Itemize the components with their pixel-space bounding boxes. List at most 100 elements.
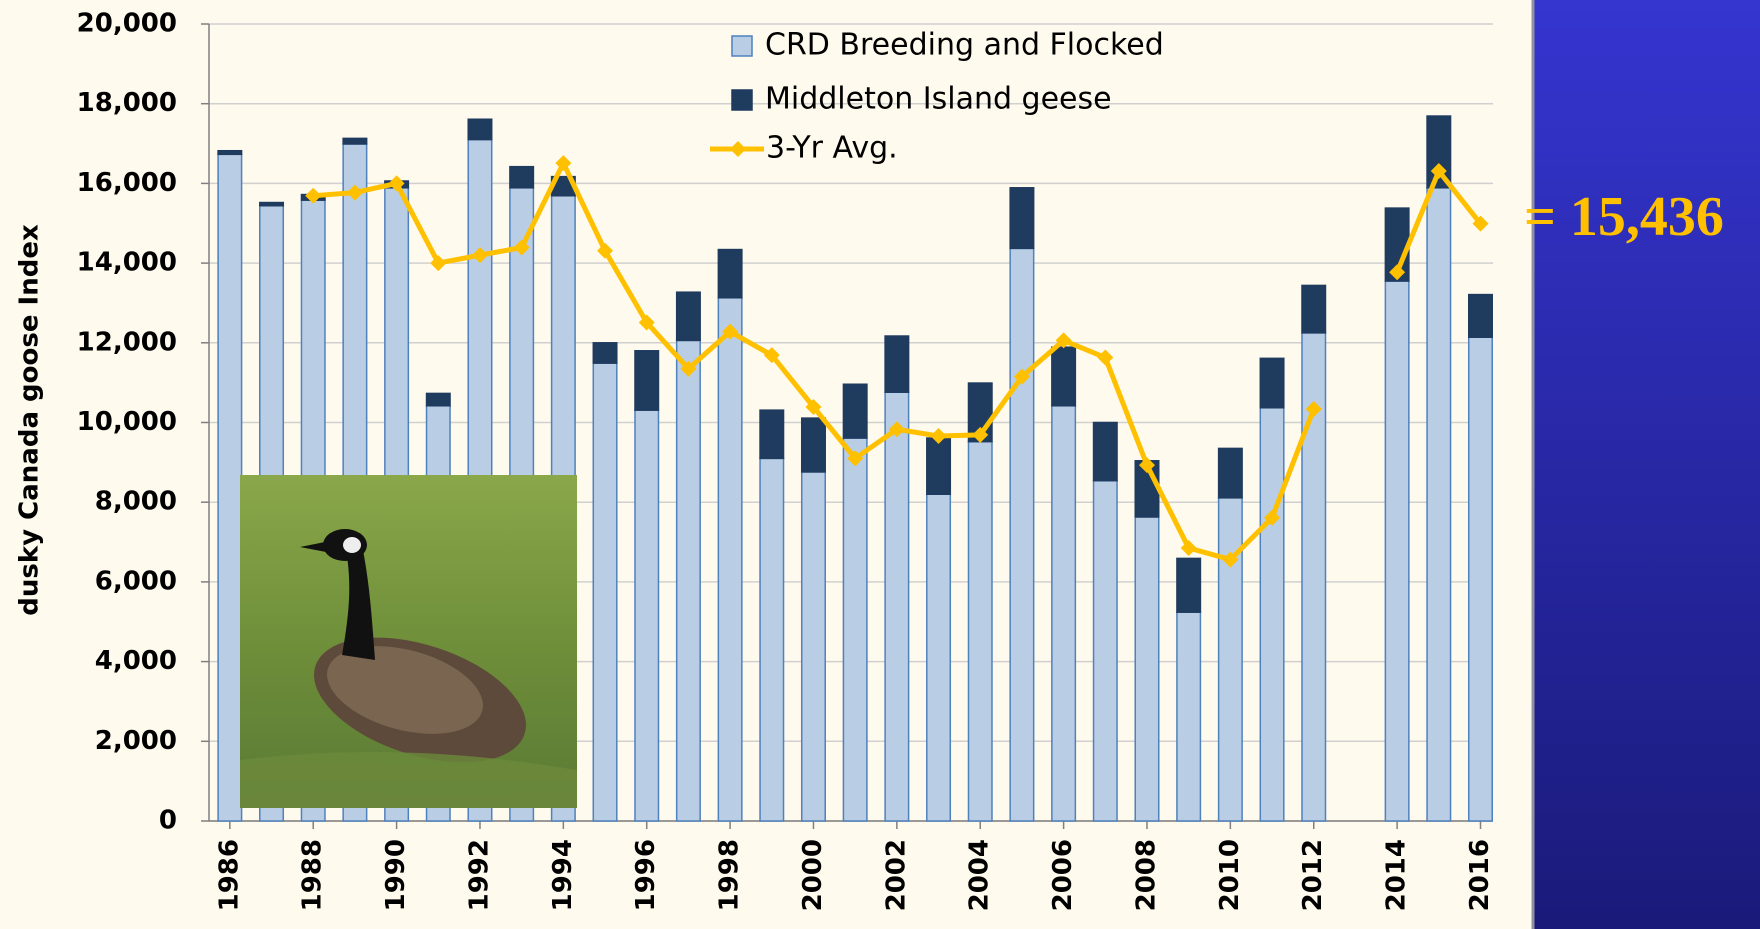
y-tick-label: 18,000 (77, 88, 177, 118)
avg-marker (513, 239, 530, 256)
legend-label: CRD Breeding and Flocked (765, 28, 1164, 63)
x-tick-label: 2002 (881, 839, 911, 911)
bar-segment (1217, 497, 1243, 822)
x-tick-label: 2000 (798, 839, 828, 911)
avg-marker (1389, 264, 1406, 281)
annotation: = 15,436 (1524, 186, 1724, 248)
avg-marker (680, 360, 697, 377)
y-tick-label: 10,000 (77, 407, 177, 437)
legend-label: 3-Yr Avg. (766, 131, 898, 166)
avg-marker (346, 184, 363, 201)
avg-marker (305, 187, 322, 204)
avg-marker (1138, 457, 1155, 474)
avg-marker (638, 314, 655, 331)
bar-segment (759, 409, 785, 460)
bar-segment (926, 493, 952, 822)
bar-segment (592, 362, 618, 822)
bar-segment (634, 350, 660, 411)
avg-marker (1180, 540, 1197, 557)
avg-marker (888, 421, 905, 438)
x-tick-label: 2016 (1465, 839, 1495, 911)
avg-marker (805, 398, 822, 415)
bar-segment (342, 137, 368, 145)
avg-marker (1222, 551, 1239, 568)
avg-marker (1305, 400, 1322, 417)
y-tick-label: 12,000 (77, 327, 177, 357)
x-tick-label: 1998 (715, 839, 745, 911)
bar-segment (800, 417, 826, 473)
bar-segment (1009, 187, 1035, 250)
avg-marker (1097, 349, 1114, 366)
legend-swatch (731, 89, 753, 111)
x-tick-label: 2006 (1048, 839, 1078, 911)
x-tick-label: 1996 (631, 839, 661, 911)
y-tick-label: 4,000 (95, 646, 177, 676)
x-tick-label: 1986 (214, 839, 244, 911)
bar-segment (717, 297, 743, 822)
y-tick-label: 2,000 (95, 726, 177, 756)
avg-marker (1264, 509, 1281, 526)
bar-segment (1092, 421, 1118, 482)
avg-marker (388, 175, 405, 192)
x-tick-label: 1990 (381, 839, 411, 911)
avg-marker (972, 426, 989, 443)
side-panel (1533, 0, 1760, 929)
bar-segment (509, 165, 535, 189)
y-axis-title: dusky Canada goose Index (15, 224, 45, 616)
y-tick-label: 0 (159, 806, 177, 836)
avg-marker (1055, 332, 1072, 349)
x-tick-label: 1988 (298, 839, 328, 911)
x-tick-label: 2012 (1298, 839, 1328, 911)
bar-segment (1467, 336, 1493, 822)
bar-segment (1051, 346, 1077, 407)
x-tick-label: 1992 (464, 839, 494, 911)
bar-segment (1259, 407, 1285, 822)
avg-marker (722, 323, 739, 340)
bar-segment (759, 457, 785, 822)
y-tick-label: 20,000 (77, 9, 177, 39)
bar-segment (1134, 516, 1160, 822)
x-tick-label: 2010 (1215, 839, 1245, 911)
bar-segment (592, 342, 618, 364)
x-tick-label: 1994 (548, 839, 578, 911)
bar-segment (675, 339, 701, 822)
bar-segment (675, 291, 701, 342)
avg-marker (597, 242, 614, 259)
avg-marker (1013, 368, 1030, 385)
bar-segment (842, 383, 868, 439)
bar-segment (967, 440, 993, 822)
goose-photo (240, 475, 577, 808)
y-tick-label: 8,000 (95, 487, 177, 517)
bar-segment (634, 409, 660, 822)
x-tick-label: 2014 (1382, 839, 1412, 911)
bar-segment (1009, 247, 1035, 822)
bar-segment (1426, 187, 1452, 822)
bar-segment (217, 149, 243, 156)
bar-segment (1051, 405, 1077, 822)
avg-marker (430, 255, 447, 272)
bar-segment (467, 118, 493, 141)
legend-label: Middleton Island geese (765, 82, 1112, 117)
avg-marker (930, 428, 947, 445)
bar-segment (1301, 284, 1327, 334)
x-tick-label: 2004 (965, 839, 995, 911)
bar-segment (717, 248, 743, 299)
legend-marker (730, 141, 746, 157)
avg-marker (1472, 215, 1489, 232)
x-tick-label: 2008 (1131, 839, 1161, 911)
bar-segment (1384, 280, 1410, 822)
bar-segment (926, 437, 952, 495)
avg-marker (1430, 163, 1447, 180)
bar-segment (842, 437, 868, 822)
avg-marker (763, 347, 780, 364)
bar-segment (425, 392, 451, 407)
bar-segment (1176, 557, 1202, 613)
y-tick-label: 14,000 (77, 248, 177, 278)
bar-segment (884, 335, 910, 393)
y-tick-label: 16,000 (77, 168, 177, 198)
legend-swatch (731, 35, 753, 57)
avg-marker (471, 247, 488, 264)
y-tick-label: 6,000 (95, 566, 177, 596)
bar-segment (1217, 447, 1243, 499)
